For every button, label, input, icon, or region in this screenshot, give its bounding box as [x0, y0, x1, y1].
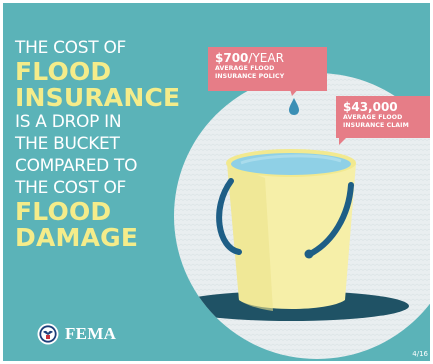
fema-wordmark: FEMA	[65, 324, 117, 343]
headline-line-5: THE BUCKET	[15, 134, 120, 154]
policy-label-1: AVERAGE FLOOD	[215, 65, 275, 72]
teal-background: THE COST OF FLOOD INSURANCE IS A DROP IN…	[3, 3, 430, 361]
headline-line-9: DAMAGE	[15, 223, 139, 252]
callout-policy-cost: $700/YEAR AVERAGE FLOOD INSURANCE POLICY	[208, 47, 327, 91]
water-highlight	[240, 154, 342, 165]
policy-unit: /YEAR	[248, 51, 284, 65]
headline-line-8: FLOOD	[15, 197, 112, 226]
headline: THE COST OF FLOOD INSURANCE IS A DROP IN…	[15, 37, 215, 251]
dhs-seal-icon	[37, 323, 59, 345]
headline-line-7: THE COST OF	[15, 178, 127, 198]
policy-label-2: INSURANCE POLICY	[215, 72, 285, 80]
bucket-illustration	[174, 73, 430, 359]
fema-logo: FEMA	[37, 323, 116, 345]
headline-line-1: THE COST OF	[15, 38, 127, 58]
claim-label-1: AVERAGE FLOOD	[343, 114, 403, 121]
bucket-shade	[227, 163, 273, 311]
bucket-handle	[216, 178, 242, 255]
policy-amount-line: $700/YEAR	[215, 51, 321, 65]
water-drop-icon	[289, 98, 299, 115]
bucket-handle-front	[305, 182, 354, 258]
callout-claim-cost: $43,000 AVERAGE FLOOD INSURANCE CLAIM	[336, 96, 430, 138]
footer-date: 4/16	[412, 350, 428, 358]
headline-line-2: FLOOD	[15, 57, 112, 86]
claim-amount: $43,000	[343, 100, 398, 114]
headline-line-6: COMPARED TO	[15, 156, 138, 176]
headline-line-3: INSURANCE	[15, 83, 181, 112]
claim-label-2: INSURANCE CLAIM	[343, 121, 409, 129]
headline-line-4: IS A DROP IN	[15, 112, 122, 132]
handle-rivet	[304, 249, 314, 259]
policy-amount: $700	[215, 51, 249, 65]
